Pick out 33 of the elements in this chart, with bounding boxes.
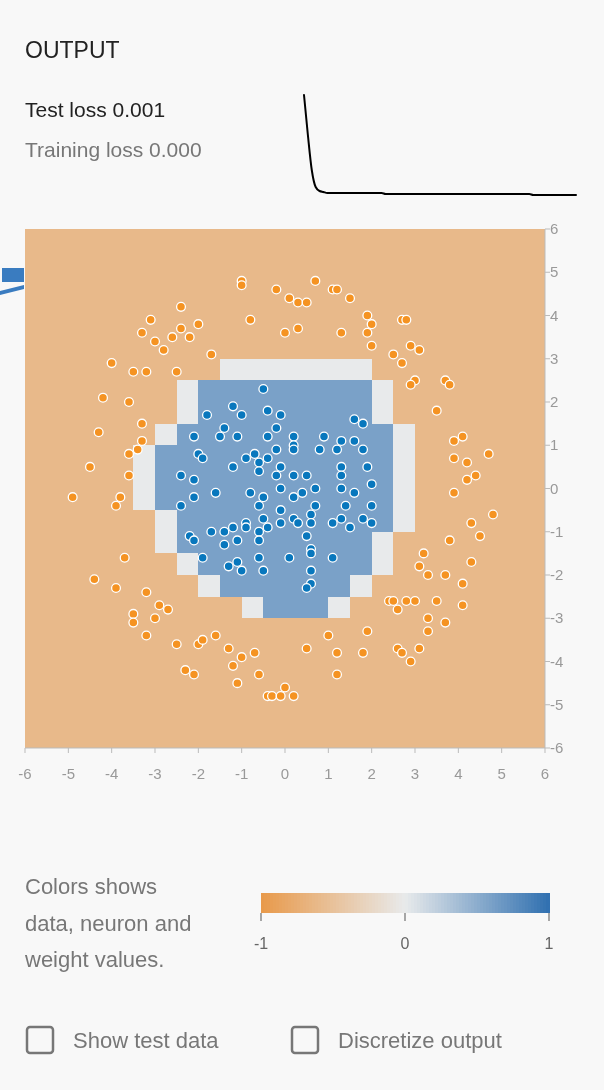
y-tick-label: 2	[550, 393, 559, 410]
color-bar-title: Colors shows data, neuron and weight values.	[24, 874, 192, 972]
x-tick-label: -6	[18, 765, 32, 782]
y-tick-label: 4	[550, 306, 559, 324]
x-tick-label: 5	[497, 765, 506, 782]
x-tick-label: 1	[324, 765, 333, 782]
y-tick-label: -2	[550, 566, 564, 583]
x-tick-label: 2	[367, 765, 376, 782]
text: Test loss 0.001	[25, 98, 166, 121]
x-tick-label: -4	[104, 765, 119, 782]
y-tick-label: 1	[550, 436, 559, 454]
x-tick-label: 3	[410, 765, 420, 782]
x-tick-label: 0	[280, 765, 290, 782]
text: OUTPUT	[25, 37, 120, 63]
text: Show test data	[73, 1028, 220, 1053]
y-tick-label: -4	[550, 652, 564, 670]
x-tick-label: -3	[148, 765, 162, 782]
x-tick-label: -1	[234, 765, 249, 782]
y-tick-label: -6	[550, 739, 564, 756]
y-tick-label: 6	[550, 220, 559, 237]
text: Discretize output	[338, 1028, 502, 1053]
color-bar-label: -1	[253, 935, 269, 952]
color-bar-label: 0	[400, 935, 410, 952]
y-tick-label: 3	[550, 349, 559, 367]
y-tick-label: 5	[550, 263, 559, 281]
y-tick-label: 0	[550, 479, 559, 497]
text: Training loss 0.000	[25, 138, 202, 161]
x-tick-label: 4	[454, 765, 463, 782]
x-tick-label: -2	[191, 765, 206, 782]
y-tick-label: -3	[550, 609, 564, 627]
y-tick-label: -5	[550, 695, 564, 713]
y-tick-label: -1	[550, 522, 564, 540]
x-tick-label: -5	[61, 765, 76, 782]
